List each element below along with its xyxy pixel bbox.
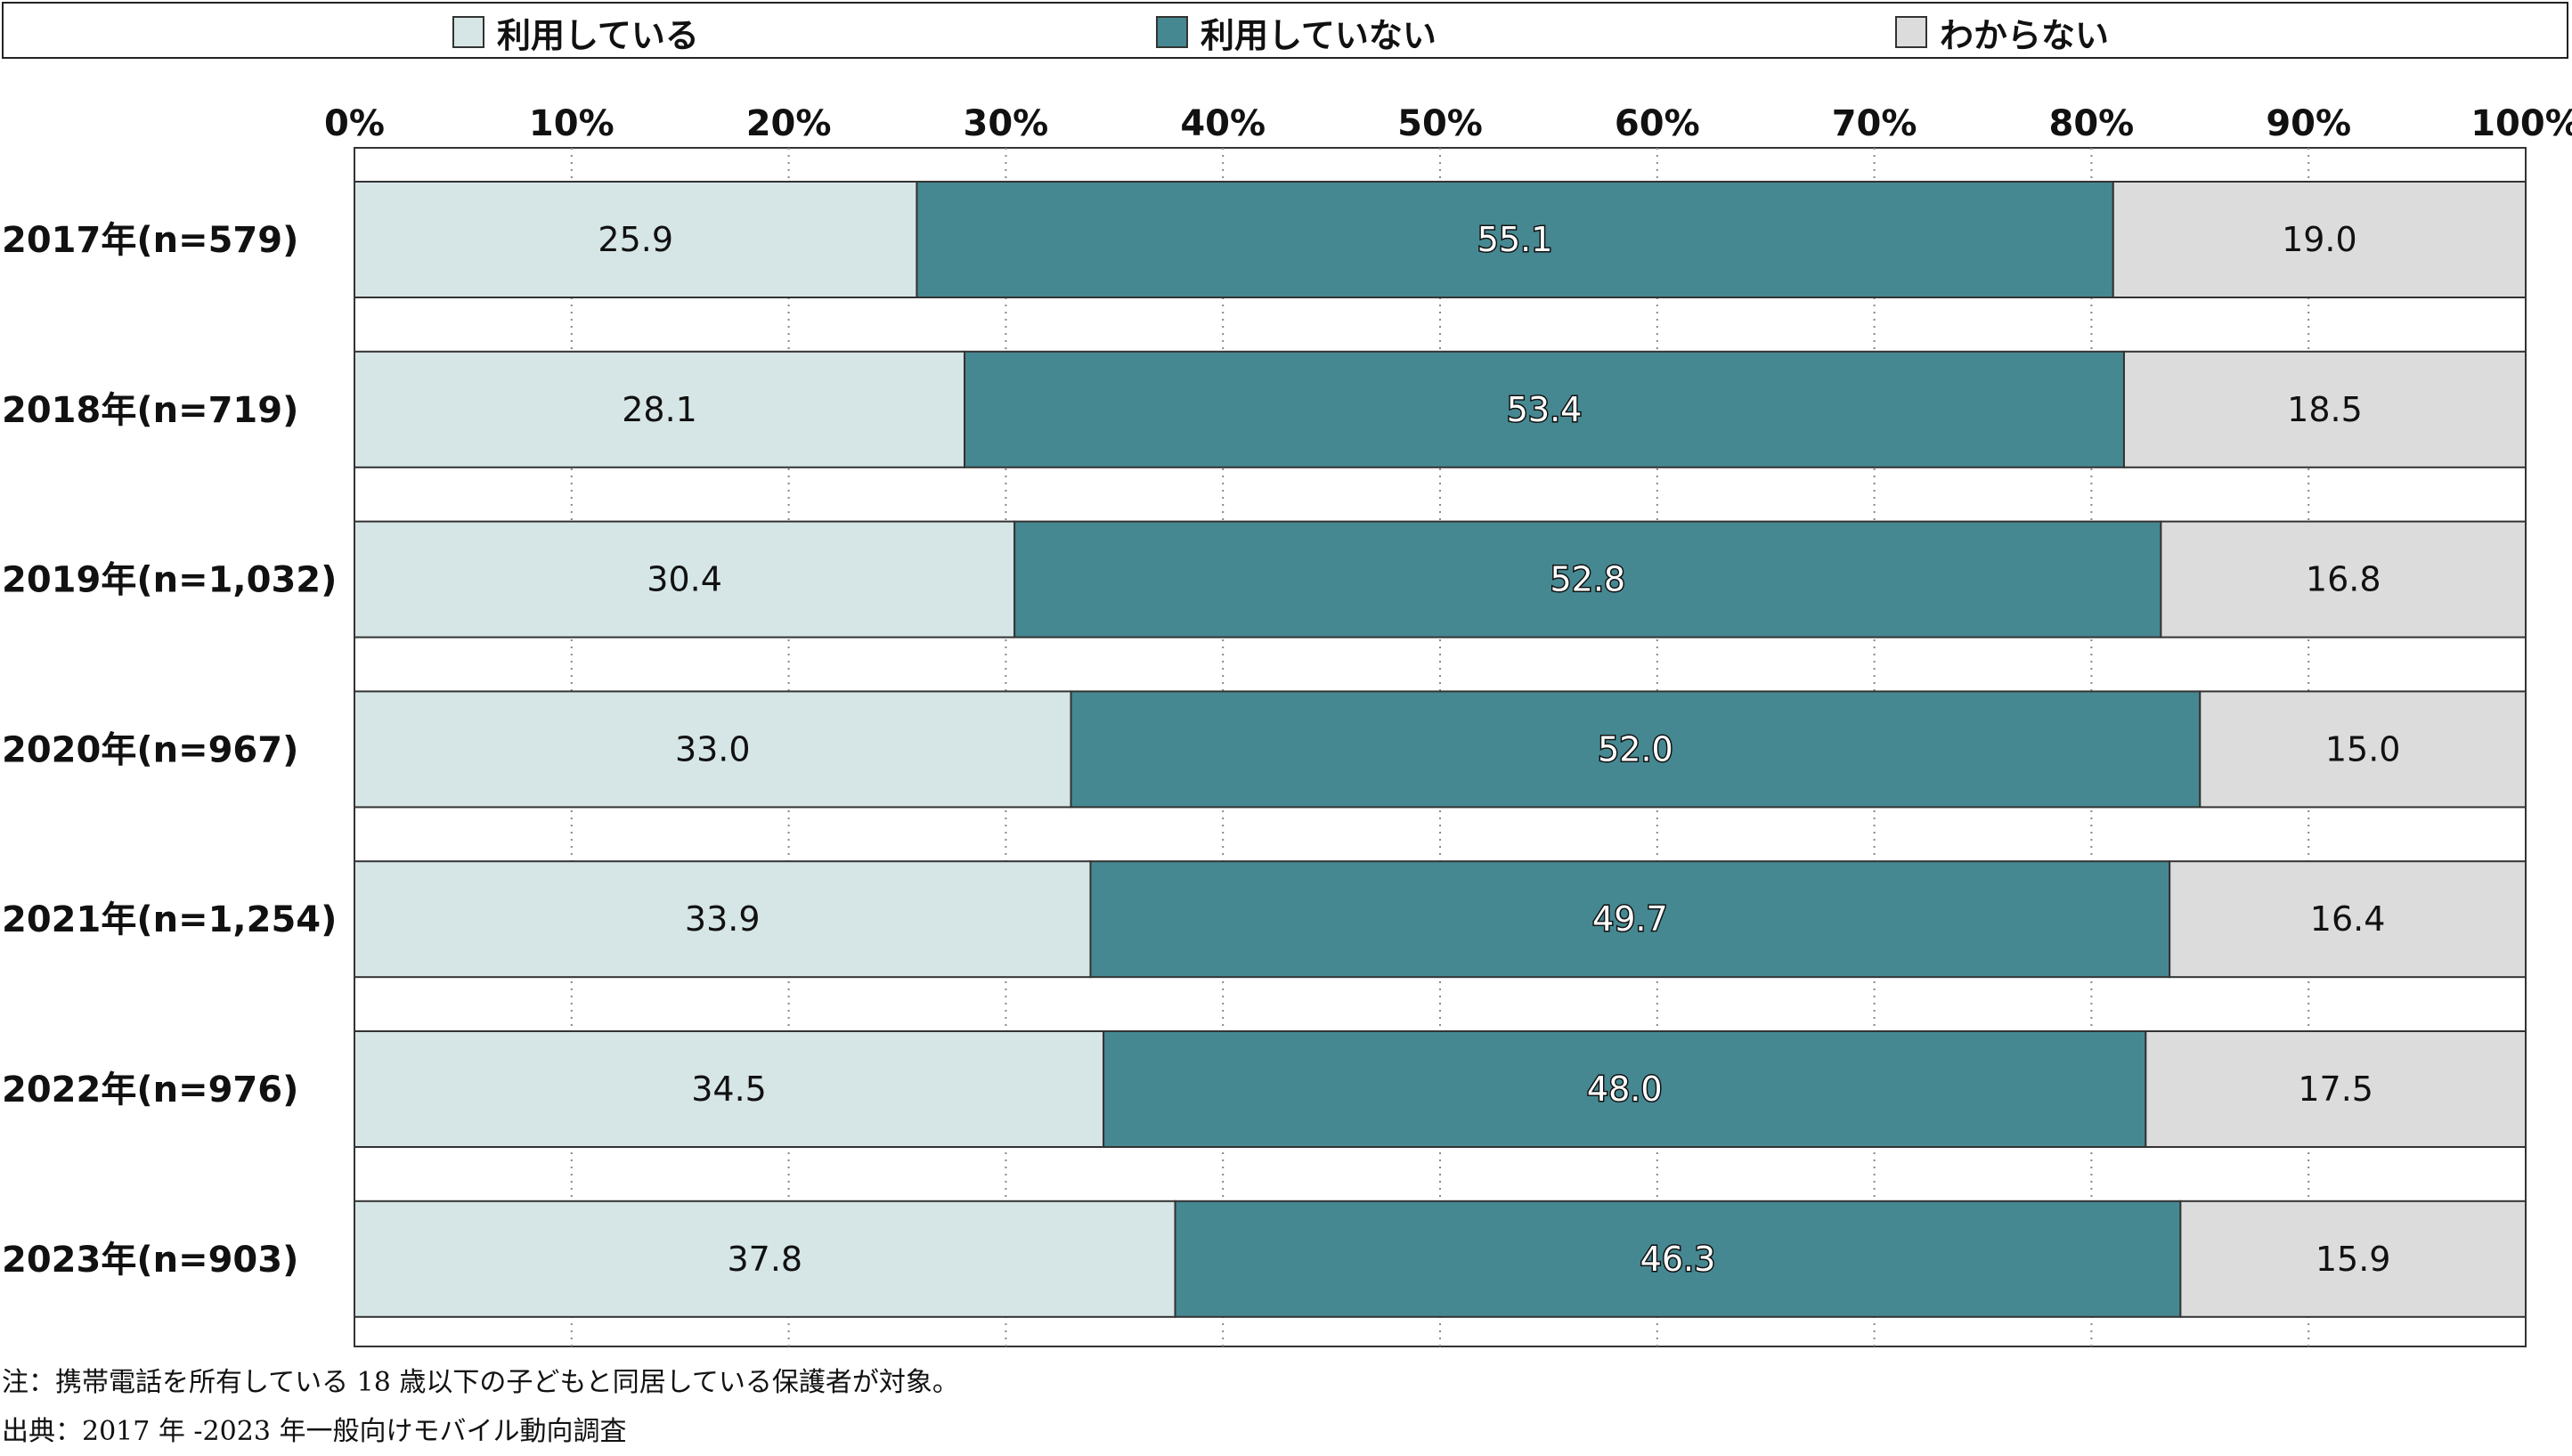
x-tick-label: 30%: [964, 103, 1049, 144]
data-label: 18.5: [2287, 390, 2363, 429]
data-label: 28.1: [622, 390, 697, 429]
data-label: 53.4: [1507, 390, 1583, 429]
stacked-bar-chart: 0% 10% 20% 30% 40% 50% 60% 70% 80% 90% 100% 25.9 55.…: [2, 103, 2572, 1347]
x-tick-label: 0%: [324, 103, 385, 144]
data-label: 34.5: [691, 1070, 767, 1109]
category-label: 2022年(n=976): [2, 1070, 298, 1110]
data-label: 48.0: [1587, 1070, 1663, 1109]
bar-segment: [2145, 1030, 2527, 1148]
bar-segment: [354, 690, 1072, 809]
data-label: 19.0: [2282, 220, 2357, 259]
data-label: 33.9: [685, 899, 761, 939]
legend-label: 利用していない: [1201, 15, 1437, 55]
bar-segment: [1089, 860, 2171, 979]
data-label: 52.0: [1598, 729, 1673, 769]
bar-segment: [354, 520, 1016, 639]
data-label: 52.8: [1550, 560, 1625, 599]
bar-segment: [964, 350, 2125, 468]
x-tick-label: 80%: [2049, 103, 2135, 144]
legend-label: わからない: [1940, 15, 2110, 55]
bar-segment: [354, 1200, 1176, 1318]
bar-segment: [354, 1030, 1105, 1148]
note-text: 注：携帯電話を所有している 18 歳以下の子どもと同居している保護者が対象。: [2, 1367, 959, 1398]
x-tick-label: 90%: [2266, 103, 2351, 144]
x-tick-label: 100%: [2470, 103, 2572, 144]
source-text: 出典：2017 年 -2023 年一般向けモバイル動向調査: [2, 1416, 627, 1447]
x-tick-label: 50%: [1397, 103, 1483, 144]
category-label: 2019年(n=1,032): [2, 560, 337, 601]
data-label: 17.5: [2298, 1070, 2373, 1109]
data-label: 55.1: [1477, 220, 1553, 259]
bar-segment: [2112, 181, 2527, 298]
legend-swatch: [1156, 16, 1188, 48]
category-label: 2018年(n=719): [2, 390, 298, 431]
bar-segment: [2160, 520, 2527, 639]
x-tick-label: 20%: [746, 103, 832, 144]
legend-swatch: [452, 16, 484, 48]
bar-segment: [2169, 860, 2527, 979]
legend-swatch: [1895, 16, 1927, 48]
x-tick-label: 10%: [529, 103, 615, 144]
legend-label: 利用している: [497, 15, 699, 55]
x-tick-label: 60%: [1615, 103, 1700, 144]
bar-segment: [2122, 350, 2527, 468]
category-label: 2023年(n=903): [2, 1240, 298, 1281]
bar-segment: [354, 350, 966, 468]
bar-segment: [354, 181, 918, 298]
data-label: 49.7: [1592, 899, 1668, 939]
data-label: 15.0: [2325, 729, 2401, 769]
bar-segment: [916, 181, 2114, 298]
bar-segment: [1174, 1200, 2182, 1318]
legend-item: 利用している: [452, 12, 699, 55]
data-label: 16.8: [2306, 560, 2381, 599]
bar-segment: [2179, 1200, 2527, 1318]
x-tick-label: 70%: [1832, 103, 1917, 144]
x-tick-label: 40%: [1180, 103, 1266, 144]
bar-segment: [2199, 690, 2527, 809]
data-label: 15.9: [2316, 1240, 2391, 1279]
chart-notes: 注：携帯電話を所有している 18 歳以下の子どもと同居している保護者が対象。 出…: [2, 1358, 959, 1456]
legend: 利用している 利用していない わからない: [2, 2, 2568, 59]
data-label: 33.0: [675, 729, 751, 769]
data-label: 30.4: [647, 560, 722, 599]
bar-segment: [354, 860, 1092, 979]
legend-item: 利用していない: [1156, 12, 1437, 55]
bar-segment: [1013, 520, 2162, 639]
data-label: 37.8: [727, 1240, 802, 1279]
data-label: 25.9: [598, 220, 673, 259]
category-label: 2017年(n=579): [2, 220, 298, 261]
category-label: 2021年(n=1,254): [2, 899, 337, 940]
data-label: 46.3: [1640, 1240, 1716, 1279]
legend-item: わからない: [1895, 12, 2109, 55]
data-label: 16.4: [2310, 899, 2386, 939]
category-label: 2020年(n=967): [2, 729, 298, 770]
